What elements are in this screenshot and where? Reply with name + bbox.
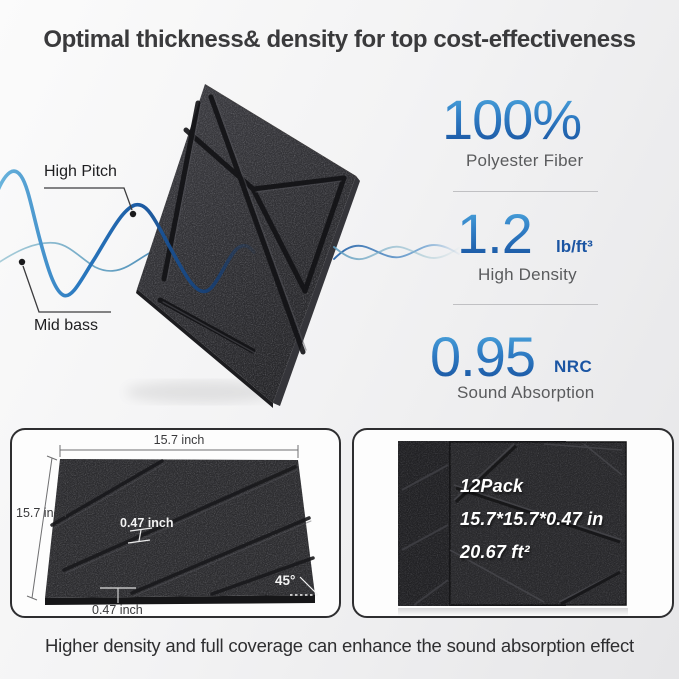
pack-dimensions-text: 15.7*15.7*0.47 in — [460, 509, 604, 529]
pack-count-text: 12Pack — [460, 476, 524, 496]
front-panel — [449, 441, 627, 606]
stats-divider — [453, 191, 598, 192]
dimension-lines — [26, 445, 299, 601]
pack-card: 12Pack 15.7*15.7*0.47 in 20.67 ft² — [352, 428, 674, 618]
dimension-diagram-svg — [26, 445, 319, 605]
footer-caption: Higher density and full coverage can enh… — [45, 635, 634, 656]
panel-shadow — [125, 381, 275, 403]
stat-density-unit: lb/ft³ — [556, 237, 593, 256]
angle-label: 45° — [275, 573, 296, 588]
exit-waves — [333, 244, 460, 261]
stat-nrc-unit: NRC — [554, 357, 593, 376]
stat-density-label: High Density — [478, 265, 577, 284]
height-dimension-label: 15.7 inch — [16, 506, 67, 520]
stat-polyester-value: 100% — [442, 88, 582, 151]
pack-coverage-text: 20.67 ft² — [460, 542, 530, 562]
thickness-mark — [127, 527, 153, 544]
dimension-card: 15.7 inch 15.7 inch 0.47 inch 45° 0.47 i… — [10, 428, 341, 618]
high-pitch-wave — [0, 169, 256, 298]
stat-nrc-label: Sound Absorption — [457, 383, 595, 402]
page-title: Optimal thickness& density for top cost-… — [43, 26, 636, 53]
pack-panels-svg — [398, 441, 628, 616]
bottom-thickness-label: 0.47 inch — [92, 603, 143, 617]
high-pitch-dot — [129, 210, 137, 218]
bottom-thickness-mark — [100, 587, 136, 603]
mid-bass-label: Mid bass — [34, 317, 99, 334]
high-pitch-label: High Pitch — [44, 163, 117, 180]
stat-density-value: 1.2 — [457, 202, 533, 265]
stat-nrc-value: 0.95 — [430, 325, 536, 388]
stat-polyester-label: Polyester Fiber — [466, 151, 584, 170]
stats-divider — [453, 304, 598, 305]
width-dimension-label: 15.7 inch — [153, 433, 205, 447]
hero-panel-illustration — [0, 84, 460, 408]
mid-bass-dot — [18, 258, 26, 266]
panel-reflection — [398, 608, 628, 616]
callout-lines — [22, 187, 133, 313]
thickness-dimension-label: 0.47 inch — [120, 516, 174, 530]
angle-mark — [290, 576, 319, 596]
